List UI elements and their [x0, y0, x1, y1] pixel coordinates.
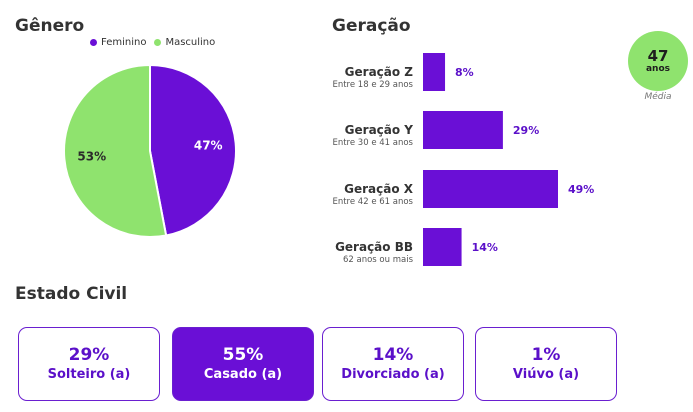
legend-label-masculino: Masculino: [165, 37, 216, 48]
legend-dot-feminino-icon: [90, 39, 97, 46]
bar-label-2: 29%: [513, 124, 539, 137]
pie-label-masculino: 53%: [77, 150, 106, 164]
card-label: Solteiro (a): [47, 367, 131, 382]
legend-item-masculino: Masculino: [154, 37, 215, 48]
card-value: 55%: [222, 345, 264, 365]
legend-item-feminino: Feminino: [90, 37, 146, 48]
bar-3: [423, 170, 558, 208]
estado-civil-card-1: 29% Solteiro (a): [18, 327, 160, 401]
bar-label-4: 14%: [472, 241, 498, 254]
bar-4: [423, 228, 462, 266]
media-idade-unit: anos: [645, 63, 671, 74]
estado-civil-card-4: 1% Viúvo (a): [475, 327, 617, 401]
card-value: 1%: [531, 345, 561, 365]
geracao-name: Geração X: [344, 182, 413, 196]
geracao-range: Entre 42 e 61 anos: [332, 197, 413, 207]
media-idade-badge: 47 anos: [628, 31, 688, 91]
geracao-label-1: Geração Z Entre 18 e 29 anos: [233, 65, 413, 91]
bar-label-3: 49%: [568, 183, 594, 196]
genero-legend: Feminino Masculino: [90, 37, 223, 48]
bar-label-1: 8%: [455, 66, 474, 79]
geracao-name: Geração Y: [344, 123, 413, 137]
estado-civil-card-3: 14% Divorciado (a): [322, 327, 464, 401]
geracao-label-2: Geração Y Entre 30 e 41 anos: [233, 123, 413, 149]
geracao-label-3: Geração X Entre 42 e 61 anos: [233, 182, 413, 208]
estado-civil-title: Estado Civil: [15, 284, 128, 304]
bar-2: [423, 111, 503, 149]
card-value: 29%: [68, 345, 110, 365]
genero-title: Gênero: [15, 16, 85, 36]
geracao-range: Entre 30 e 41 anos: [332, 138, 413, 148]
pie-label-feminino: 47%: [194, 138, 223, 152]
geracao-label-4: Geração BB 62 anos ou mais: [233, 240, 413, 266]
geracao-title: Geração: [332, 16, 411, 36]
geracao-name: Geração BB: [335, 240, 413, 254]
media-idade-caption: Média: [644, 92, 672, 102]
estado-civil-card-2: 55% Casado (a): [172, 327, 314, 401]
card-label: Casado (a): [203, 367, 283, 382]
pie-slice-feminino: [149, 63, 237, 237]
pie-slice-masculino: [63, 63, 168, 238]
geracao-name: Geração Z: [344, 65, 413, 79]
geracao-range: Entre 18 e 29 anos: [332, 80, 413, 90]
card-value: 14%: [372, 345, 414, 365]
legend-dot-masculino-icon: [154, 39, 162, 46]
legend-label-feminino: Feminino: [101, 37, 147, 48]
bar-1: [423, 53, 446, 91]
geracao-range: 62 anos ou mais: [342, 255, 413, 265]
media-idade-value: 47: [647, 46, 669, 65]
card-label: Viúvo (a): [512, 367, 580, 382]
card-label: Divorciado (a): [341, 367, 445, 382]
